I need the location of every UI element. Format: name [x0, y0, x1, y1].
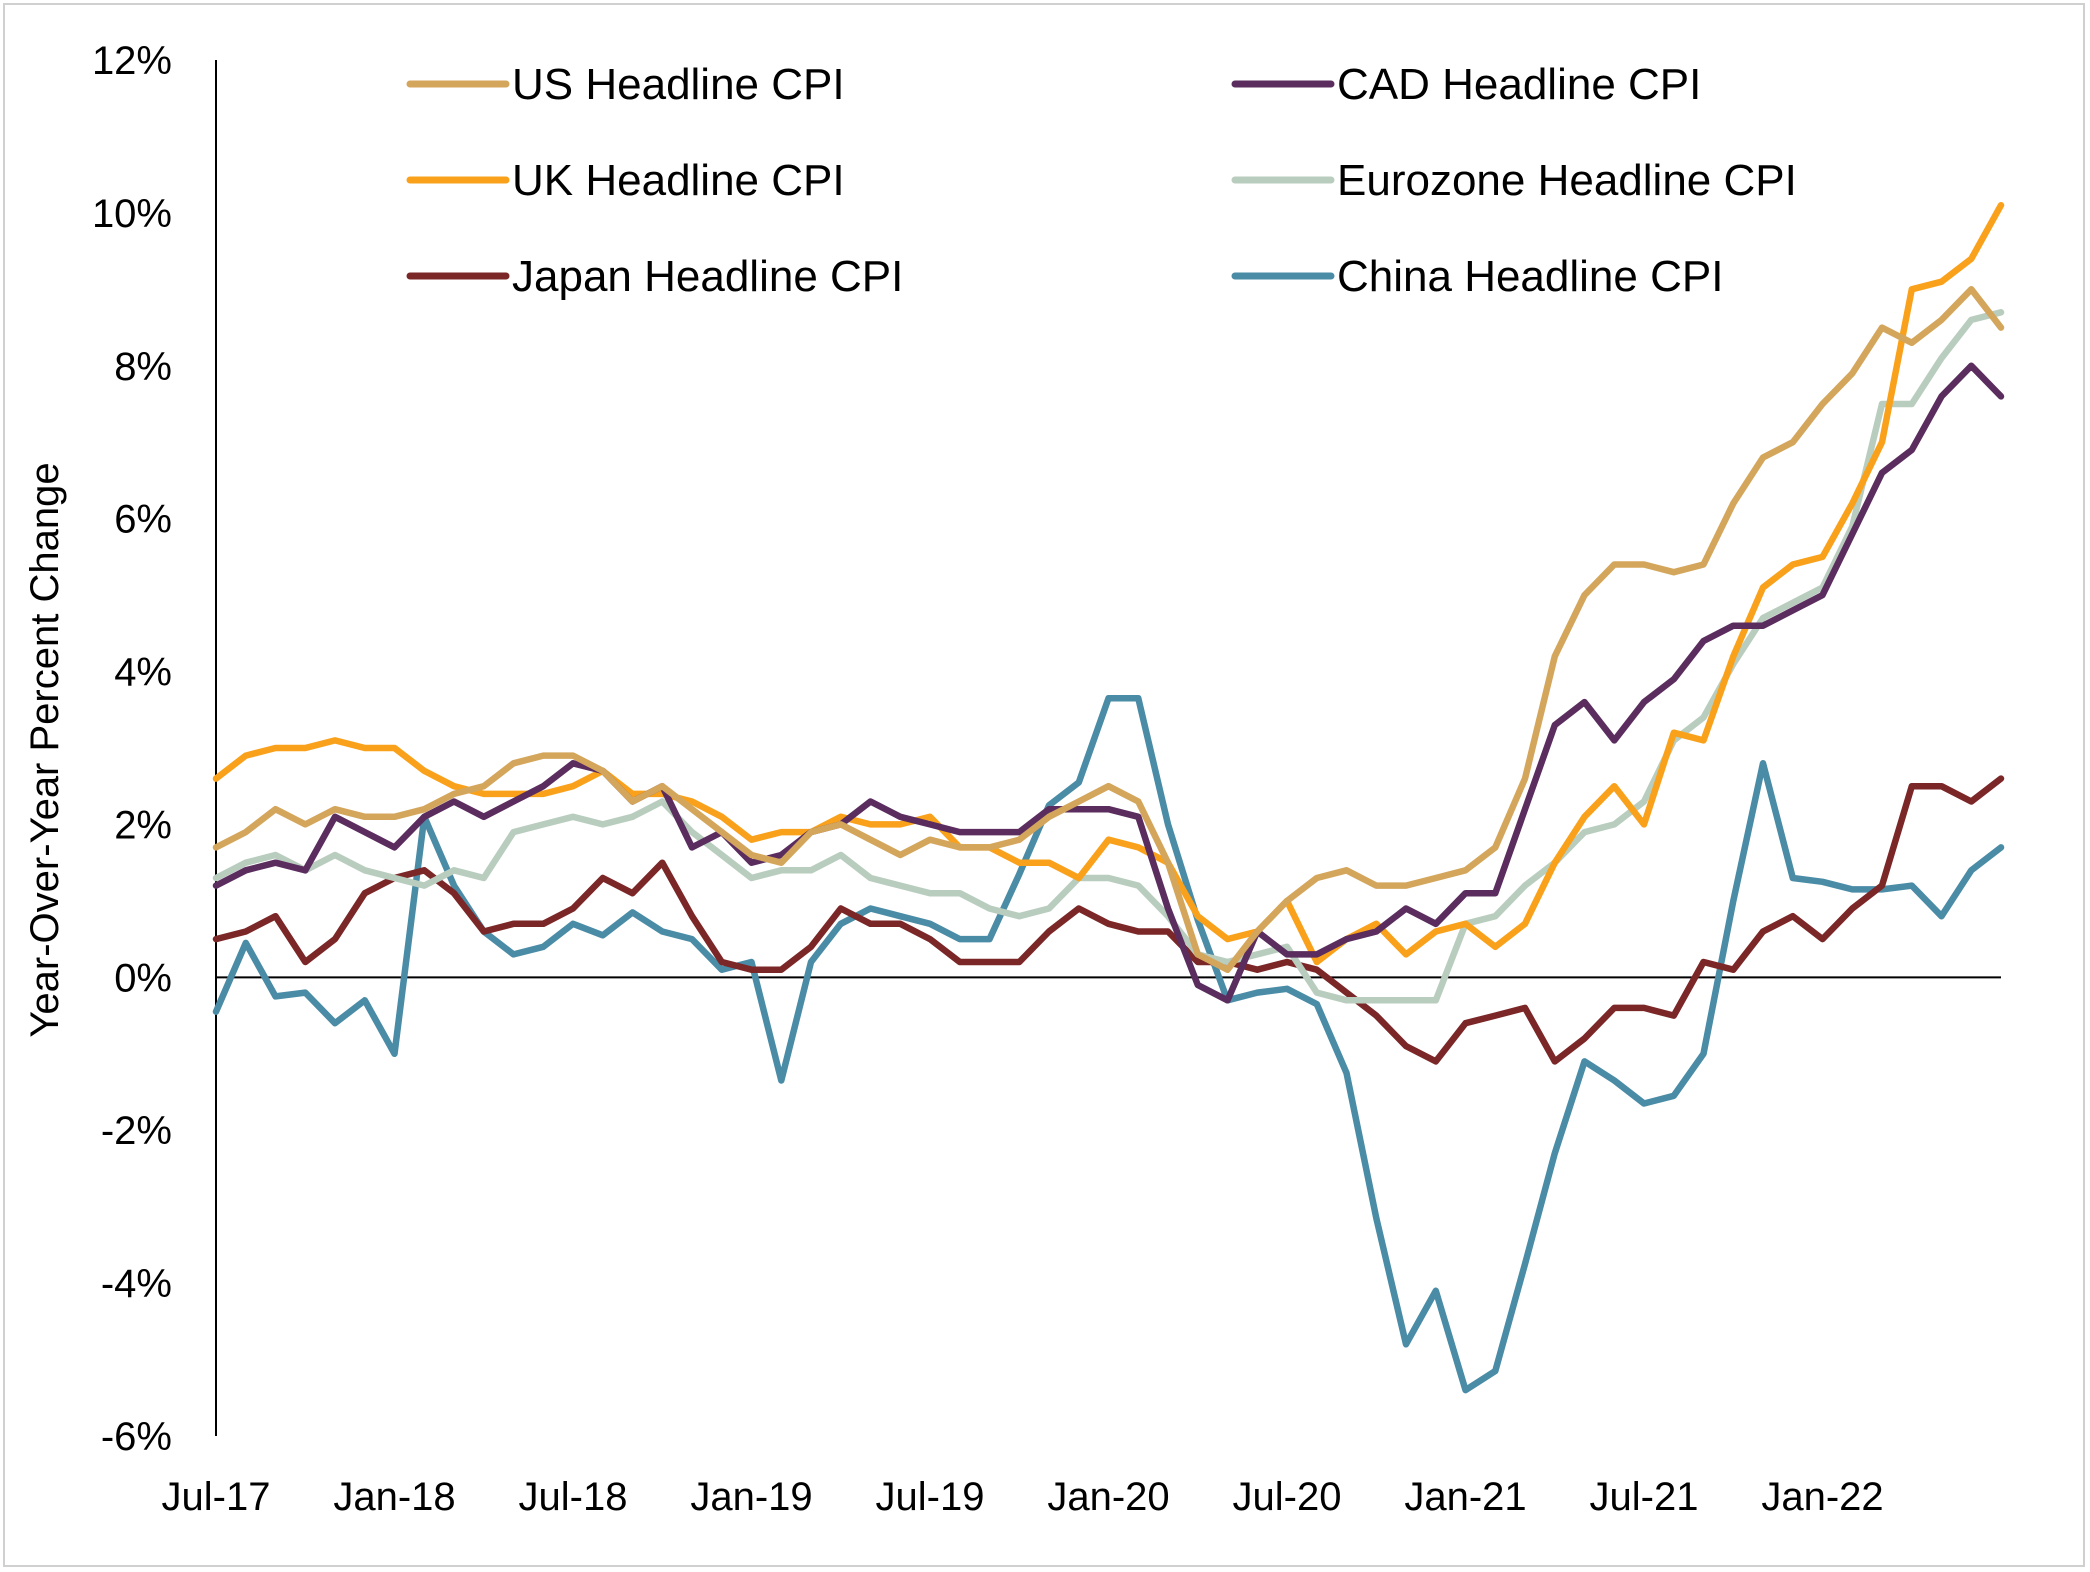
y-tick-label: 0%	[114, 956, 172, 1000]
axes: -6% -4% -2% 0% 2% 4% 6% 8% 10% 12% Jul-17 Jan-18 Jul…	[92, 39, 2001, 1519]
series-line-china-headline-cpi	[212, 695, 2005, 1394]
x-tick-label: Jan-18	[333, 1475, 455, 1519]
x-tick-label: Jul-21	[1590, 1475, 1699, 1519]
x-tick-label: Jan-19	[690, 1475, 812, 1519]
series-line-eurozone-headline-cpi	[212, 309, 2005, 1004]
series-line-japan-headline-cpi	[212, 775, 2005, 1065]
chart-frame	[3, 3, 2085, 1567]
legend: US Headline CPI CAD Headline CPI UK Headli…	[406, 60, 1797, 301]
legend-label: CAD Headline CPI	[1337, 60, 1701, 109]
legend-label: UK Headline CPI	[512, 156, 845, 205]
y-tick-label: 2%	[114, 803, 172, 847]
x-tick-label: Jan-21	[1404, 1475, 1526, 1519]
x-tick-label: Jul-17	[162, 1475, 271, 1519]
y-tick-label: -6%	[101, 1415, 172, 1459]
y-tick-label: 12%	[92, 39, 172, 83]
y-axis-label: Year-Over-Year Percent Change	[23, 462, 67, 1037]
y-tick-label: -2%	[101, 1109, 172, 1153]
x-tick-label: Jan-22	[1761, 1475, 1883, 1519]
x-tick-label: Jan-20	[1047, 1475, 1169, 1519]
y-tick-label: 6%	[114, 498, 172, 542]
y-tick-label: 10%	[92, 192, 172, 236]
legend-label: Japan Headline CPI	[512, 252, 903, 301]
legend-label: Eurozone Headline CPI	[1337, 156, 1797, 205]
legend-label: China Headline CPI	[1337, 252, 1723, 301]
y-tick-label: 8%	[114, 345, 172, 389]
series-line-uk-headline-cpi	[212, 201, 2005, 966]
x-tick-label: Jul-20	[1233, 1475, 1342, 1519]
y-tick-label: 4%	[114, 651, 172, 695]
y-tick-label: -4%	[101, 1262, 172, 1306]
series-lines	[212, 201, 2005, 1394]
series-line-us-headline-cpi	[212, 286, 2005, 973]
legend-label: US Headline CPI	[512, 60, 845, 109]
x-tick-label: Jul-19	[876, 1475, 985, 1519]
series-line-cad-headline-cpi	[212, 362, 2005, 1004]
x-tick-label: Jul-18	[519, 1475, 628, 1519]
